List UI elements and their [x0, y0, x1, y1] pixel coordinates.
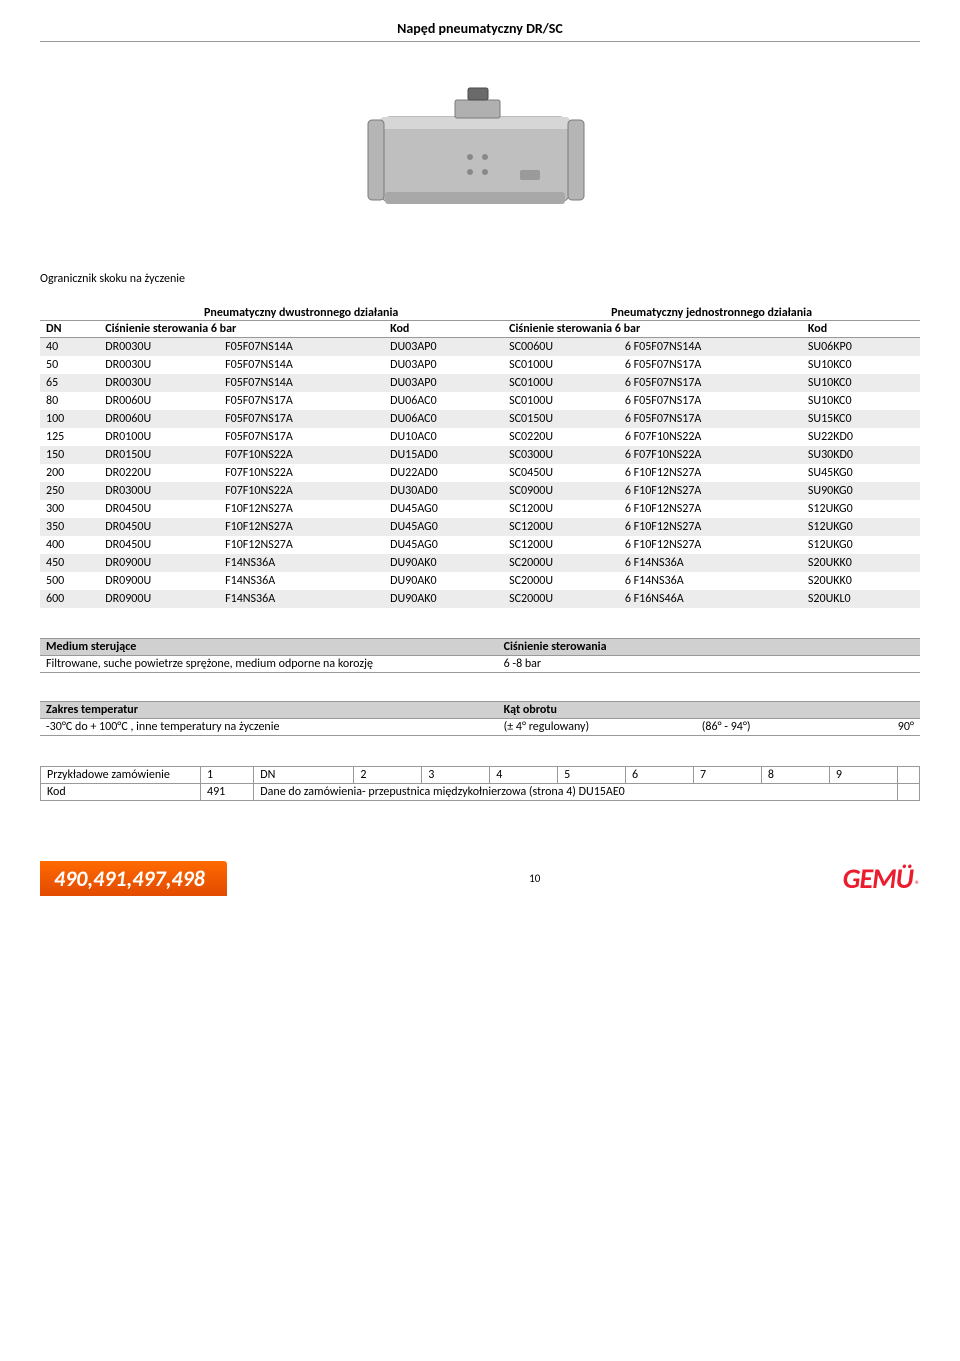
table-row: 150DR0150UF07F10NS22ADU15AD0SC0300U6 F07… [40, 446, 920, 464]
order-table: Przykładowe zamówienie 1 DN 2 3 4 5 6 7 … [40, 766, 920, 801]
table-row: 350DR0450UF10F12NS27ADU45AG0SC1200U6 F10… [40, 518, 920, 536]
temp-block: Zakres temperatur -30°C do + 100°C , inn… [40, 701, 920, 736]
subtitle: Ogranicznik skoku na życzenie [40, 272, 920, 286]
order-row2-code: 491 [201, 784, 254, 801]
product-image [340, 62, 620, 242]
order-row2-label: Kod [41, 784, 201, 801]
brand-logo: GEMÜ® [843, 861, 920, 896]
col-left-pressure: Ciśnienie sterowania 6 bar [99, 321, 384, 338]
col-left-kod: Kod [384, 321, 503, 338]
medium-header: Medium sterujące [40, 638, 498, 656]
col-dn: DN [40, 321, 99, 338]
table-row: 125DR0100UF05F07NS17ADU10AC0SC0220U6 F07… [40, 428, 920, 446]
page-footer: 490,491,497,498 10 GEMÜ® [0, 861, 960, 906]
top-header-right: Pneumatyczny jednostronnego działania [503, 304, 920, 321]
table-row: 250DR0300UF07F10NS22ADU30AD0SC0900U6 F10… [40, 482, 920, 500]
model-badge: 490,491,497,498 [40, 861, 227, 896]
pressure-value: 6 -8 bar [498, 656, 920, 673]
pressure-header: Ciśnienie sterowania [498, 638, 920, 656]
spec-table: Pneumatyczny dwustronnego działania Pneu… [40, 304, 920, 608]
table-row: 80DR0060UF05F07NS17ADU06AC0SC0100U6 F05F… [40, 392, 920, 410]
temp-value: -30°C do + 100°C , inne temperatury na ż… [40, 719, 498, 736]
col-right-kod: Kod [802, 321, 920, 338]
table-row: 100DR0060UF05F07NS17ADU06AC0SC0150U6 F05… [40, 410, 920, 428]
medium-value: Filtrowane, suche powietrze sprężone, me… [40, 656, 498, 673]
top-header-left: Pneumatyczny dwustronnego działania [99, 304, 503, 321]
page-title: Napęd pneumatyczny DR/SC [40, 20, 920, 42]
table-row: 200DR0220UF07F10NS22ADU22AD0SC0450U6 F10… [40, 464, 920, 482]
table-row: 450DR0900UF14NS36ADU90AK0SC2000U6 F14NS3… [40, 554, 920, 572]
angle-header: Kąt obrotu [498, 701, 920, 719]
table-row: 40DR0030UF05F07NS14ADU03AP0SC0060U6 F05F… [40, 338, 920, 357]
table-row: 600DR0900UF14NS36ADU90AK0SC2000U6 F16NS4… [40, 590, 920, 608]
order-row2-text: Dane do zamówienia- przepustnica międzyk… [254, 784, 898, 801]
col-right-pressure: Ciśnienie sterowania 6 bar [503, 321, 802, 338]
table-row: 500DR0900UF14NS36ADU90AK0SC2000U6 F14NS3… [40, 572, 920, 590]
order-row1-label: Przykładowe zamówienie [41, 767, 201, 784]
table-row: 65DR0030UF05F07NS14ADU03AP0SC0100U6 F05F… [40, 374, 920, 392]
temp-header: Zakres temperatur [40, 701, 498, 719]
page-number: 10 [529, 872, 540, 885]
table-row: 50DR0030UF05F07NS14ADU03AP0SC0100U6 F05F… [40, 356, 920, 374]
table-row: 300DR0450UF10F12NS27ADU45AG0SC1200U6 F10… [40, 500, 920, 518]
medium-block: Medium sterujące Filtrowane, suche powie… [40, 638, 920, 673]
table-row: 400DR0450UF10F12NS27ADU45AG0SC1200U6 F10… [40, 536, 920, 554]
angle-value: (± 4° regulowany) (86° - 94°) 90° [498, 719, 920, 736]
